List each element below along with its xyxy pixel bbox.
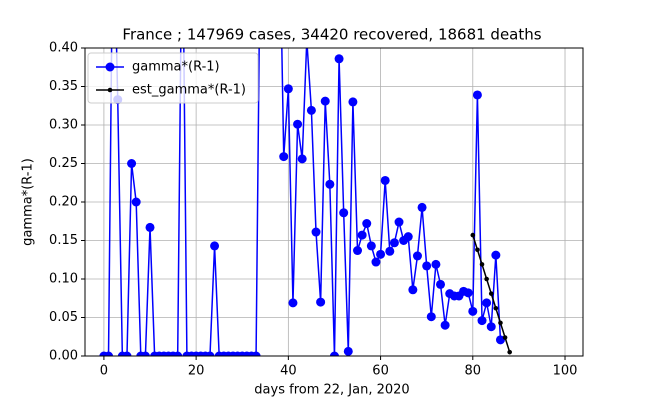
data-point bbox=[311, 227, 321, 237]
y-tick-label: 0.10 bbox=[49, 272, 78, 287]
data-point bbox=[507, 349, 512, 355]
y-axis-label: gamma*(R-1) bbox=[21, 158, 36, 246]
data-point bbox=[385, 246, 395, 256]
data-point bbox=[353, 246, 363, 256]
data-point bbox=[488, 291, 494, 296]
data-point bbox=[380, 175, 390, 185]
data-point bbox=[306, 105, 316, 115]
data-point bbox=[329, 351, 339, 356]
data-point bbox=[366, 241, 376, 251]
data-point bbox=[376, 249, 386, 259]
data-point bbox=[288, 298, 298, 308]
data-point bbox=[431, 259, 441, 269]
x-axis-label: days from 22, Jan, 2020 bbox=[254, 383, 409, 398]
legend-marker bbox=[105, 62, 115, 72]
x-tick-label: 0 bbox=[100, 364, 108, 379]
data-point bbox=[173, 351, 183, 356]
data-point bbox=[320, 96, 330, 106]
y-tick-label: 0.15 bbox=[49, 233, 78, 248]
data-point bbox=[495, 335, 505, 345]
data-point bbox=[357, 230, 367, 240]
x-tick-label: 60 bbox=[372, 364, 389, 379]
data-point bbox=[279, 152, 289, 162]
data-point bbox=[477, 316, 487, 326]
data-point bbox=[389, 238, 399, 248]
data-point bbox=[470, 232, 476, 238]
data-point bbox=[491, 250, 501, 260]
y-tick-label: 0.00 bbox=[49, 349, 78, 364]
data-point bbox=[127, 159, 137, 168]
data-point bbox=[498, 320, 503, 326]
data-point bbox=[140, 351, 150, 356]
x-tick-label: 100 bbox=[553, 364, 578, 379]
y-tick-label: 0.05 bbox=[49, 310, 78, 325]
data-point bbox=[316, 297, 326, 307]
data-point bbox=[403, 232, 413, 242]
data-point bbox=[502, 335, 508, 340]
y-tick-label: 0.25 bbox=[49, 156, 78, 171]
data-point bbox=[468, 306, 478, 316]
data-point bbox=[426, 312, 436, 322]
data-point bbox=[348, 97, 358, 107]
data-point bbox=[486, 322, 496, 332]
legend-marker bbox=[107, 87, 113, 93]
data-point bbox=[479, 262, 485, 267]
y-tick-label: 0.30 bbox=[49, 118, 78, 133]
data-point bbox=[205, 351, 215, 356]
y-tick-label: 0.35 bbox=[49, 79, 78, 94]
legend-box bbox=[87, 52, 259, 104]
data-point bbox=[394, 217, 404, 227]
data-point bbox=[339, 208, 349, 218]
data-point bbox=[334, 54, 344, 64]
data-point bbox=[440, 320, 450, 330]
x-tick-label: 80 bbox=[465, 364, 482, 379]
data-point bbox=[493, 305, 499, 311]
x-tick-label: 40 bbox=[280, 364, 297, 379]
data-point bbox=[482, 298, 492, 308]
data-point bbox=[325, 179, 335, 189]
data-point bbox=[412, 251, 422, 261]
legend: gamma*(R-1) est_gamma*(R-1) bbox=[87, 52, 259, 104]
data-point bbox=[362, 219, 372, 229]
data-point bbox=[475, 247, 480, 253]
data-point bbox=[145, 222, 155, 232]
data-point bbox=[131, 197, 141, 207]
data-point bbox=[122, 351, 132, 356]
y-tick-label: 0.20 bbox=[49, 195, 78, 210]
data-point bbox=[297, 154, 307, 164]
legend-label: est_gamma*(R-1) bbox=[132, 83, 246, 98]
data-point bbox=[283, 84, 293, 94]
y-tick-label: 0.40 bbox=[49, 41, 78, 56]
data-point bbox=[472, 90, 482, 100]
data-point bbox=[251, 351, 261, 356]
data-point bbox=[417, 202, 427, 212]
data-point bbox=[210, 241, 220, 251]
legend-label: gamma*(R-1) bbox=[132, 60, 220, 75]
data-point bbox=[371, 257, 381, 267]
data-point bbox=[343, 346, 353, 356]
data-point bbox=[484, 276, 489, 282]
data-point bbox=[104, 351, 114, 356]
data-point bbox=[436, 279, 446, 289]
data-point bbox=[293, 119, 303, 129]
data-point bbox=[463, 288, 473, 298]
chart-title: France ; 147969 cases, 34420 recovered, … bbox=[122, 26, 541, 44]
x-tick-label: 20 bbox=[188, 364, 205, 379]
data-point bbox=[408, 285, 418, 295]
data-point bbox=[422, 261, 432, 271]
